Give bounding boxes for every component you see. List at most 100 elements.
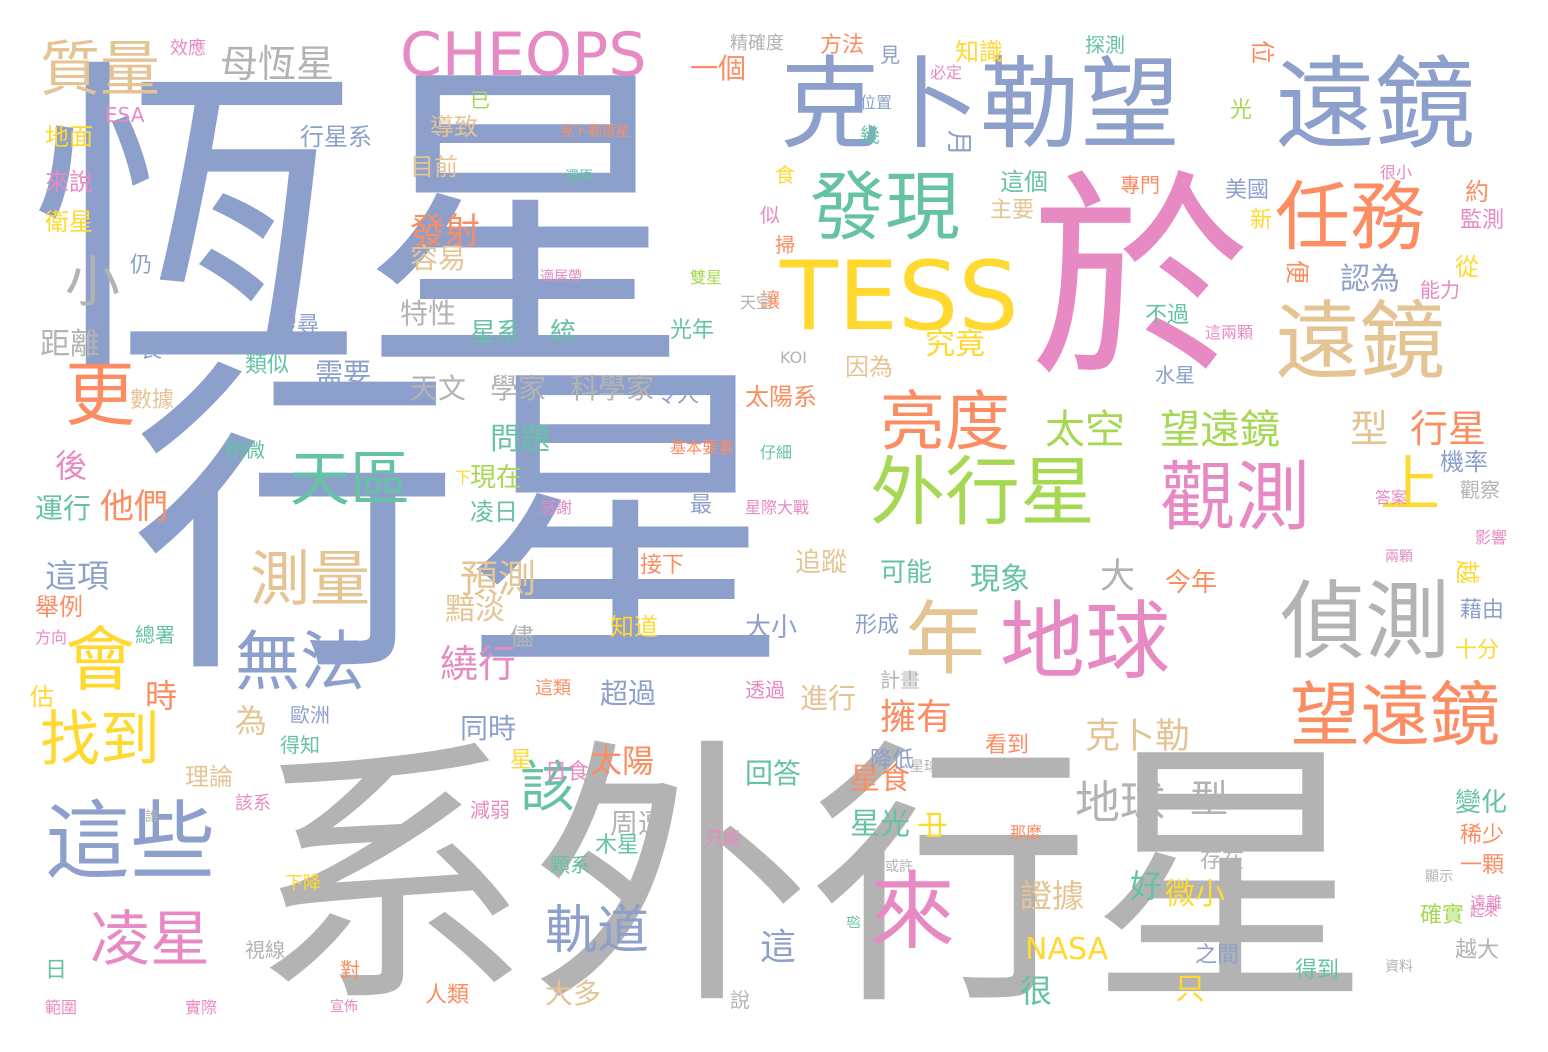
cloud-word: KOI: [780, 348, 807, 367]
cloud-word: 一個: [690, 52, 747, 85]
cloud-word: 無法: [235, 625, 366, 700]
cloud-word: 預測: [460, 557, 537, 601]
cloud-word: 後: [55, 447, 88, 485]
cloud-word: 更: [65, 354, 135, 436]
cloud-word: 這個: [1000, 168, 1048, 196]
cloud-word: 行星: [1410, 407, 1487, 451]
cloud-word: 遠離: [1470, 893, 1503, 912]
cloud-word: 該系: [235, 793, 271, 814]
cloud-word: 現象: [970, 562, 1030, 597]
cloud-word: 究竟: [925, 327, 985, 362]
cloud-word: 能力: [1420, 278, 1460, 302]
cloud-word: 接下: [640, 553, 685, 578]
cloud-word: 適居帶: [540, 269, 582, 285]
cloud-word: 位: [1248, 40, 1276, 64]
cloud-word: 從: [1455, 253, 1479, 281]
cloud-word: 外行星: [870, 448, 1096, 536]
cloud-word: 行星: [130, 333, 790, 717]
cloud-word: 卻: [844, 915, 860, 929]
cloud-word: 進行: [800, 682, 857, 715]
cloud-word: 知識: [955, 38, 1003, 66]
cloud-word: 新: [1250, 208, 1273, 233]
cloud-word: 目前: [410, 153, 458, 181]
cloud-word: 下降: [285, 873, 321, 894]
cloud-word: 精確度: [730, 33, 784, 54]
cloud-word: 遠鏡: [1275, 293, 1446, 392]
cloud-word: 需要: [315, 357, 372, 390]
cloud-word: NASA: [1025, 932, 1109, 967]
cloud-word: 方法: [820, 33, 865, 58]
cloud-word: 舉例: [35, 593, 83, 621]
cloud-word: 周遭: [610, 807, 667, 840]
cloud-word: 上: [1380, 450, 1440, 520]
cloud-word: 星食: [850, 762, 910, 797]
cloud-word: 凌日: [470, 498, 518, 526]
cloud-word: 歐洲: [290, 703, 330, 727]
cloud-word: 可能: [880, 558, 933, 588]
cloud-word: 好: [1130, 867, 1163, 905]
cloud-word: 大: [1100, 557, 1136, 597]
cloud-word: 十分: [1455, 638, 1500, 663]
cloud-word: 基本要素: [670, 438, 735, 457]
cloud-word: 日食: [545, 760, 590, 785]
cloud-word: 探測: [1085, 33, 1125, 57]
cloud-word: CHEOPS: [400, 20, 647, 90]
cloud-word: 中: [913, 810, 948, 840]
cloud-word: 越大: [1455, 938, 1500, 963]
cloud-word: 誰: [145, 809, 159, 825]
cloud-word: 偵測: [1280, 573, 1451, 672]
cloud-word: 星: [510, 748, 533, 773]
cloud-word: 軌道: [545, 901, 650, 961]
cloud-word: 母恆星: [220, 42, 335, 86]
cloud-word: 星光: [850, 807, 910, 842]
cloud-word: 年: [905, 593, 985, 686]
cloud-word: 木星: [595, 833, 640, 858]
cloud-word: 這些: [45, 793, 216, 892]
cloud-word: 繞行: [440, 642, 517, 686]
cloud-word: 學家: [490, 372, 547, 405]
cloud-word: 一顆: [1460, 853, 1505, 878]
cloud-word: 長: [140, 338, 163, 363]
cloud-word: 於: [1030, 152, 1251, 408]
cloud-word: 距離: [40, 327, 100, 362]
cloud-word: 令人: [655, 383, 700, 408]
cloud-word: 系外行星: [250, 717, 1370, 1043]
cloud-word: 恆星: [30, 33, 690, 417]
cloud-word: 之間: [1195, 943, 1240, 968]
cloud-word: 透過: [745, 678, 785, 702]
cloud-word: 搜尋: [275, 313, 320, 338]
cloud-word: 或許: [885, 859, 913, 875]
cloud-word: 起來: [1470, 904, 1498, 920]
cloud-word: 測量: [250, 545, 370, 615]
cloud-word: 仔細: [760, 443, 793, 462]
cloud-word: 亮度: [880, 385, 1011, 460]
cloud-word: 這: [760, 927, 797, 968]
cloud-word: 計畫: [880, 668, 920, 692]
cloud-word: 太陽: [590, 742, 655, 780]
cloud-word: 存在: [1200, 848, 1245, 873]
cloud-word: 星球: [910, 759, 938, 775]
cloud-word: 機率: [1440, 448, 1488, 476]
cloud-word: 見: [880, 43, 900, 67]
cloud-word: 形成: [855, 613, 900, 638]
cloud-word: 水星: [1155, 363, 1195, 387]
cloud-word: 資料: [1385, 959, 1413, 975]
cloud-word: 下: [455, 468, 472, 487]
cloud-word: 位置: [860, 93, 893, 112]
cloud-word: 地球: [1000, 593, 1171, 692]
cloud-word: 日: [45, 958, 68, 983]
cloud-word: 他們: [100, 487, 168, 527]
cloud-word: 型: [1190, 777, 1229, 821]
cloud-word: 只能: [705, 828, 741, 849]
cloud-word: 星際大戰: [745, 498, 810, 517]
cloud-word: 藉由: [1460, 598, 1505, 623]
cloud-word: 黯淡: [445, 592, 505, 627]
cloud-word: 克卜勒恆星: [560, 124, 630, 140]
cloud-word: 掃: [775, 233, 795, 257]
cloud-word: 大多: [545, 977, 602, 1010]
cloud-word: 儘: [510, 623, 534, 651]
cloud-word: 發現: [810, 163, 961, 251]
cloud-word: 最: [690, 493, 713, 518]
cloud-word: 任務: [1275, 173, 1426, 261]
